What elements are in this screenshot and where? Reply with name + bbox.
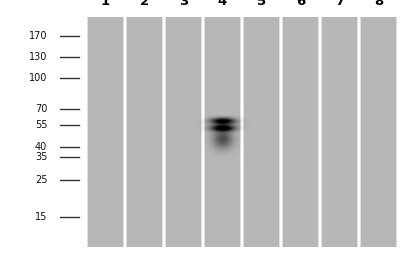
Bar [244, 17, 279, 247]
Bar [361, 17, 396, 247]
Text: 15: 15 [35, 212, 47, 222]
Text: 5: 5 [257, 0, 266, 7]
Bar [88, 17, 123, 247]
Text: 3: 3 [179, 0, 188, 7]
Text: 40: 40 [35, 142, 47, 152]
Text: 2: 2 [140, 0, 149, 7]
Text: 170: 170 [29, 31, 47, 41]
Text: 1: 1 [101, 0, 110, 7]
Bar [127, 17, 162, 247]
Text: 55: 55 [35, 120, 47, 130]
Text: 4: 4 [218, 0, 227, 7]
Bar [166, 17, 201, 247]
Bar [322, 17, 357, 247]
Text: 8: 8 [374, 0, 383, 7]
Bar [205, 17, 240, 247]
Text: 25: 25 [35, 175, 47, 185]
Text: 70: 70 [35, 104, 47, 114]
Text: 7: 7 [335, 0, 344, 7]
Text: 6: 6 [296, 0, 305, 7]
Bar [283, 17, 318, 247]
Text: 35: 35 [35, 152, 47, 162]
Text: 100: 100 [29, 73, 47, 83]
Text: 130: 130 [29, 52, 47, 62]
